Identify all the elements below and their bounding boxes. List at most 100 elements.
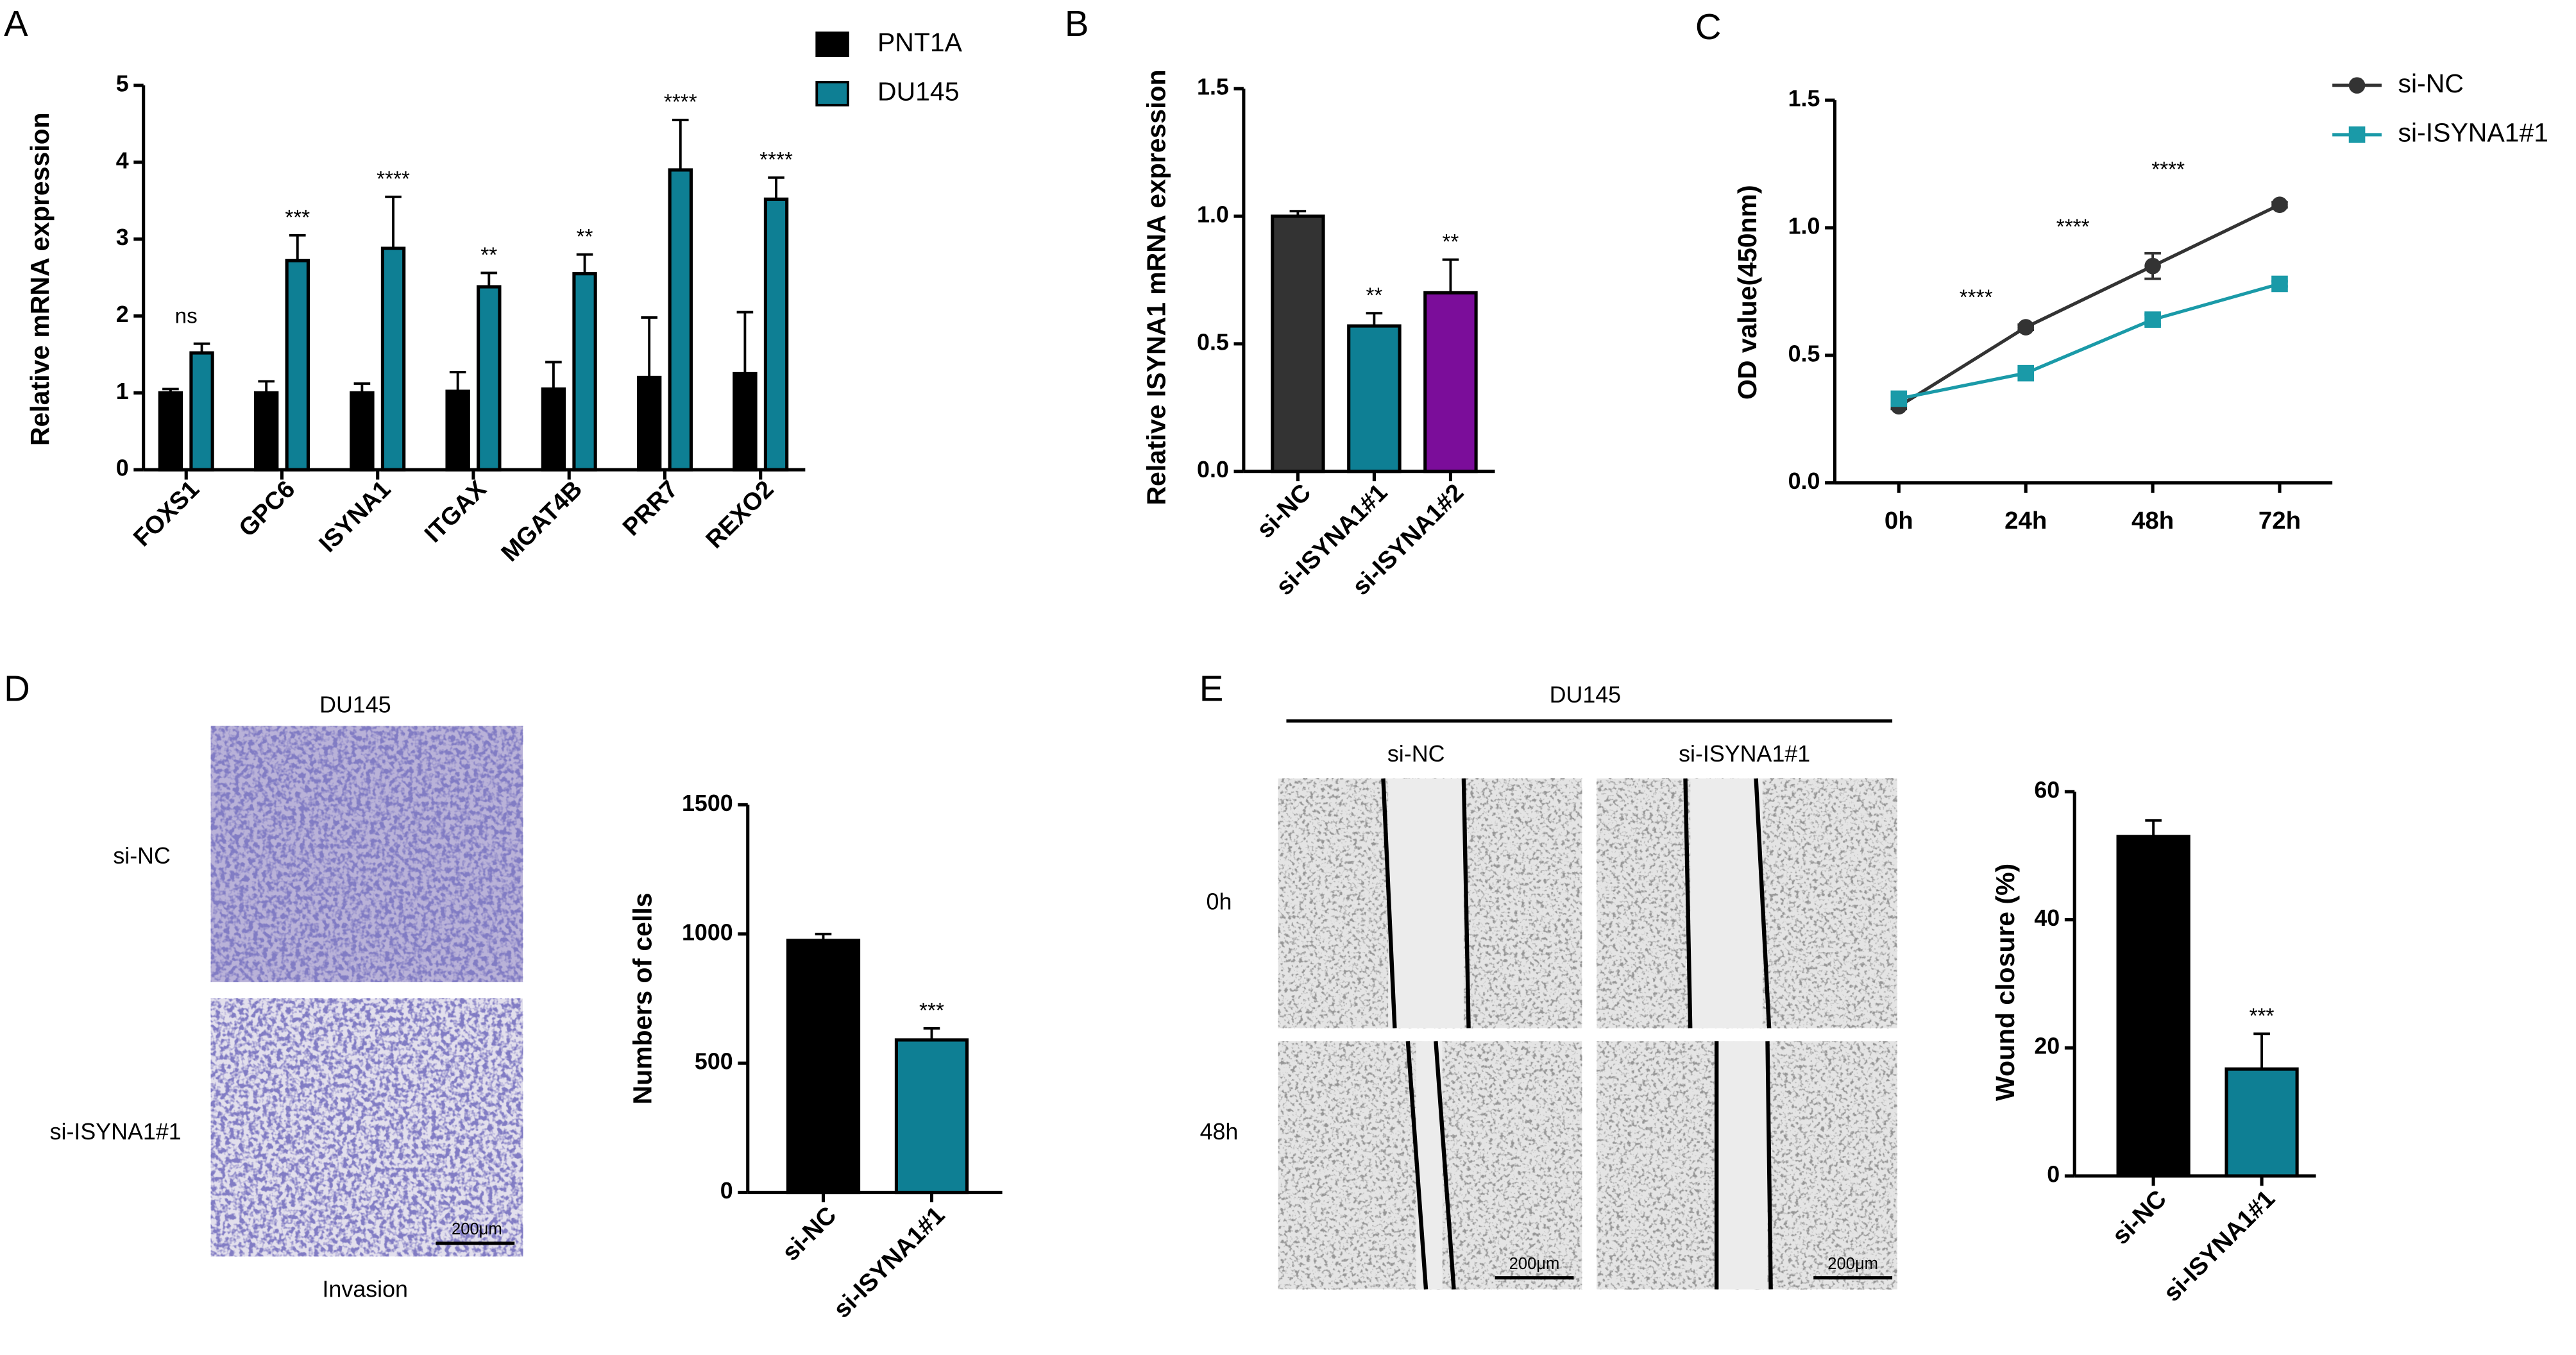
significance: *** (2250, 1005, 2275, 1028)
bar (477, 285, 502, 472)
bar (733, 371, 758, 472)
y-tick-label: 0.5 (1788, 341, 1820, 366)
significance: ** (577, 225, 593, 249)
y-tick-label: 0 (116, 456, 129, 481)
wound-gap (1388, 778, 1464, 1028)
y-axis-label: OD value(450nm) (1733, 185, 1762, 400)
line (1897, 203, 2281, 408)
y-axis-label: Relative ISYNA1 mRNA expression (1142, 69, 1171, 505)
column-label: si-NC (1387, 741, 1445, 767)
bar (2224, 1067, 2299, 1178)
bar (894, 1038, 969, 1195)
x-tick-label: ISYNA1 (314, 475, 396, 558)
x-tick-label: FOXS1 (128, 475, 205, 552)
image-title: DU145 (1550, 682, 1622, 708)
y-tick-label: 0.0 (1197, 457, 1229, 482)
x-tick-label: si-NC (2107, 1185, 2172, 1250)
column-label: si-ISYNA1#1 (1679, 741, 1810, 767)
wound-edge (1765, 1041, 1773, 1290)
x-tick-label: 0h (1885, 507, 1913, 534)
y-tick-label: 1000 (682, 919, 733, 945)
wound-images: DU145 si-NC si-ISYNA1#1 0h 48h 200μm 200… (1200, 682, 1897, 1290)
y-tick-label: 3 (116, 225, 129, 250)
y-tick-label: 0.5 (1197, 329, 1229, 355)
x-tick-label: si-NC (777, 1201, 842, 1266)
y-tick-label: 0 (720, 1178, 733, 1204)
significance: *** (285, 206, 310, 230)
y-tick-label: 40 (2034, 905, 2060, 931)
x-tick-label: 48h (2131, 507, 2174, 534)
bar (763, 197, 789, 472)
y-axis-label: Numbers of cells (627, 892, 657, 1104)
significance: **** (377, 167, 410, 191)
y-tick-label: 1.5 (1197, 74, 1229, 100)
legend-marker (2348, 126, 2366, 143)
marker (2271, 275, 2288, 293)
panel-letter: E (1199, 669, 1224, 709)
x-tick-label: si-ISYNA1#1 (828, 1201, 950, 1323)
x-tick-label: PRR7 (618, 475, 684, 541)
y-tick-label: 1 (116, 379, 129, 404)
significance: **** (2151, 158, 2185, 182)
marker (2017, 364, 2035, 382)
y-tick-label: 0 (2047, 1161, 2060, 1187)
wound-edge (1405, 1041, 1428, 1290)
panel-letter: D (4, 669, 30, 709)
y-tick-label: 4 (116, 148, 129, 173)
row-label: si-NC (113, 843, 171, 869)
y-tick-label: 2 (116, 302, 129, 327)
x-tick-label: si-ISYNA1#1 (2158, 1185, 2280, 1307)
significance: **** (1960, 286, 1993, 310)
bar (253, 391, 279, 472)
significance: ns (175, 305, 198, 328)
legend-label: si-ISYNA1#1 (2398, 118, 2548, 148)
legend-marker (2348, 77, 2366, 94)
scale-label: 200μm (1509, 1255, 1560, 1273)
y-axis-label: Relative mRNA expression (25, 112, 55, 446)
invasion-images: DU145 si-NC si-ISYNA1#1 200μm Invasion (50, 692, 523, 1302)
y-tick-label: 1.5 (1788, 86, 1820, 112)
bar (1347, 324, 1402, 473)
bar (350, 391, 375, 472)
legend-swatch (815, 81, 849, 107)
image-caption: Invasion (323, 1277, 408, 1302)
marker (2017, 319, 2035, 336)
scale-label: 200μm (452, 1220, 502, 1238)
y-tick-label: 500 (695, 1049, 733, 1075)
x-tick-label: si-NC (1251, 479, 1316, 543)
legend-swatch (815, 31, 849, 57)
micrograph-texture (210, 726, 523, 982)
y-axis-label: Wound closure (%) (1990, 864, 2020, 1101)
x-tick-label: 72h (2258, 507, 2301, 534)
wound-edge (1381, 778, 1397, 1028)
legend-label: PNT1A (877, 28, 963, 57)
legend-label: si-NC (2398, 69, 2464, 98)
panel-letter: C (1695, 6, 1722, 47)
significance: ** (480, 244, 497, 268)
bar (786, 939, 861, 1195)
bar (285, 259, 310, 472)
legend-label: DU145 (877, 77, 959, 107)
bar (572, 272, 597, 472)
row-label: 48h (1200, 1119, 1239, 1145)
marker (2271, 196, 2288, 213)
y-tick-label: 20 (2034, 1034, 2060, 1059)
marker (2144, 311, 2161, 328)
bar (636, 375, 662, 472)
wound-edge (1461, 778, 1471, 1028)
bar (445, 389, 470, 472)
image-title: DU145 (319, 692, 391, 717)
row-label: 0h (1207, 889, 1232, 914)
significance: *** (919, 999, 944, 1023)
significance: ** (1366, 284, 1382, 307)
y-tick-label: 1.0 (1788, 213, 1820, 239)
bar (158, 391, 183, 472)
wound-gap (1690, 778, 1763, 1028)
marker (1890, 390, 1908, 407)
bar (380, 246, 406, 472)
x-tick-label: MGAT4B (496, 475, 588, 567)
significance: **** (2056, 216, 2090, 239)
wound-edge (1434, 1041, 1456, 1290)
significance: **** (759, 148, 793, 172)
